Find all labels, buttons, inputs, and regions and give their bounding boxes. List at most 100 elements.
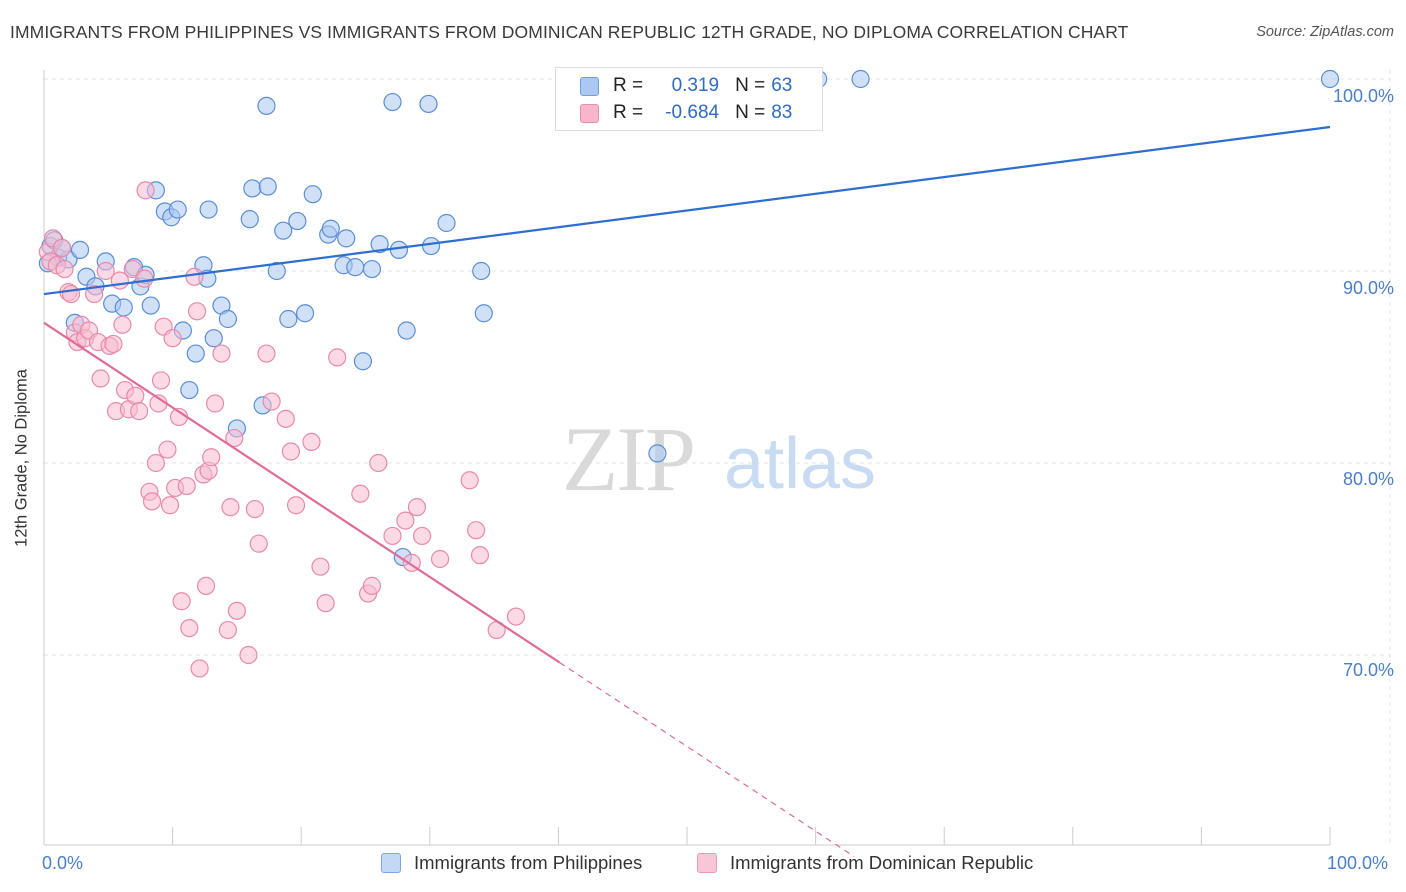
watermark-zip: ZIP	[562, 408, 694, 510]
philippines-point	[199, 200, 218, 219]
philippines-point	[389, 240, 409, 259]
legend-swatch-pink	[697, 853, 717, 873]
legend-r-label: R =	[613, 75, 644, 96]
legend-swatch-blue	[381, 853, 401, 873]
legend-n-value: 63	[771, 75, 793, 96]
correlation-legend: R = 0.319 N = 63 R = -0.684 N = 83	[555, 67, 823, 131]
philippines-point	[180, 380, 199, 400]
dominican-point	[460, 471, 479, 490]
dominican-point	[172, 592, 191, 611]
philippines-point	[346, 258, 365, 277]
dominican-point	[466, 521, 486, 540]
philippines-point	[258, 177, 277, 196]
philippines-point	[1320, 69, 1340, 89]
dominican-point	[218, 620, 237, 640]
source-label: Source: ZipAtlas.com	[1256, 24, 1394, 40]
dominican-point	[430, 549, 450, 569]
dominican-point	[158, 440, 177, 459]
legend-swatch-blue	[580, 76, 599, 96]
dominican-point	[245, 499, 265, 519]
philippines-point	[353, 352, 373, 371]
dominican-trend-line	[43, 321, 561, 664]
chart-title: IMMIGRANTS FROM PHILIPPINES VS IMMIGRANT…	[10, 22, 1129, 42]
watermark-atlas: atlas	[724, 424, 876, 504]
dominican-point	[196, 576, 216, 595]
philippines-point	[257, 96, 276, 115]
philippines-point	[218, 309, 237, 329]
philippines-point	[141, 296, 160, 315]
dominican-point	[187, 302, 207, 321]
dominican-point	[160, 496, 180, 515]
legend-n-label: N =	[735, 102, 766, 123]
philippines-point	[267, 261, 286, 281]
dominican-point	[257, 344, 276, 363]
philippines-point	[279, 309, 298, 329]
philippines-point	[419, 94, 438, 114]
philippines-point	[474, 304, 493, 323]
dominican-point	[177, 476, 196, 496]
philippines-point	[472, 261, 491, 281]
series-legend: Immigrants from Philippines Immigrants f…	[0, 852, 1406, 876]
dominican-point	[142, 492, 162, 511]
y-tick-90: 90.0%	[1342, 278, 1394, 298]
dominican-point	[470, 546, 490, 565]
dominican-point	[286, 496, 306, 515]
dominican-point	[130, 402, 149, 421]
watermark: ZIP atlas	[562, 408, 876, 510]
dominican-point	[61, 284, 81, 304]
x-tick-max: 100.0%	[1327, 853, 1389, 873]
legend-r-value: -0.684	[665, 102, 720, 123]
philippines-point	[114, 298, 133, 317]
philippines-point	[370, 235, 389, 254]
dominican-point	[362, 576, 382, 595]
dominican-point	[91, 369, 110, 388]
dominican-point	[311, 557, 330, 576]
dominican-point	[412, 526, 432, 546]
philippines-point	[288, 211, 307, 231]
dominican-point	[52, 238, 72, 258]
dominican-point	[328, 348, 347, 367]
philippines-point	[648, 444, 667, 463]
philippines-point	[274, 221, 293, 240]
philippines-point	[397, 321, 416, 340]
dominican-point	[302, 432, 321, 451]
dominican-point	[135, 269, 154, 288]
dominican-point	[227, 601, 246, 620]
philippines-point	[70, 240, 90, 259]
legend-swatch-pink	[580, 103, 599, 123]
dominican-point	[180, 619, 199, 638]
philippines-point	[303, 185, 322, 204]
philippines-point	[204, 329, 223, 348]
dominican-point	[262, 392, 281, 411]
dominican-point	[146, 453, 165, 473]
philippines-point	[337, 229, 356, 248]
dominican-point	[316, 594, 335, 613]
legend-r-label: R =	[613, 102, 644, 123]
dominican-point	[202, 448, 221, 467]
dominican-point	[249, 534, 268, 553]
dominican-point	[126, 386, 145, 405]
dominican-point	[185, 267, 204, 286]
dominican-point	[407, 498, 427, 517]
dominican-point	[221, 498, 240, 517]
philippines-point	[243, 179, 262, 198]
philippines-point	[295, 304, 315, 323]
dominican-point	[212, 344, 231, 363]
legend-row-dominican: R = -0.684 N = 83	[580, 101, 792, 125]
legend-row-philippines: R = 0.319 N = 63	[580, 74, 792, 98]
philippines-point	[321, 219, 340, 238]
dominican-point	[276, 409, 295, 428]
y-tick-100: 100.0%	[1332, 86, 1394, 106]
philippines-trend-line	[43, 125, 1331, 296]
dominican-point	[136, 181, 155, 200]
series-dominican-points	[38, 181, 526, 678]
y-tick-80: 80.0%	[1342, 469, 1394, 489]
legend-n-value: 83	[771, 102, 793, 123]
dominican-point	[369, 453, 388, 473]
legend-label-dominican: Immigrants from Dominican Republic	[730, 852, 1034, 873]
dominican-point	[281, 442, 301, 461]
x-tick-min: 0.0%	[42, 853, 84, 873]
philippines-point	[362, 259, 382, 279]
axes	[43, 70, 1331, 846]
